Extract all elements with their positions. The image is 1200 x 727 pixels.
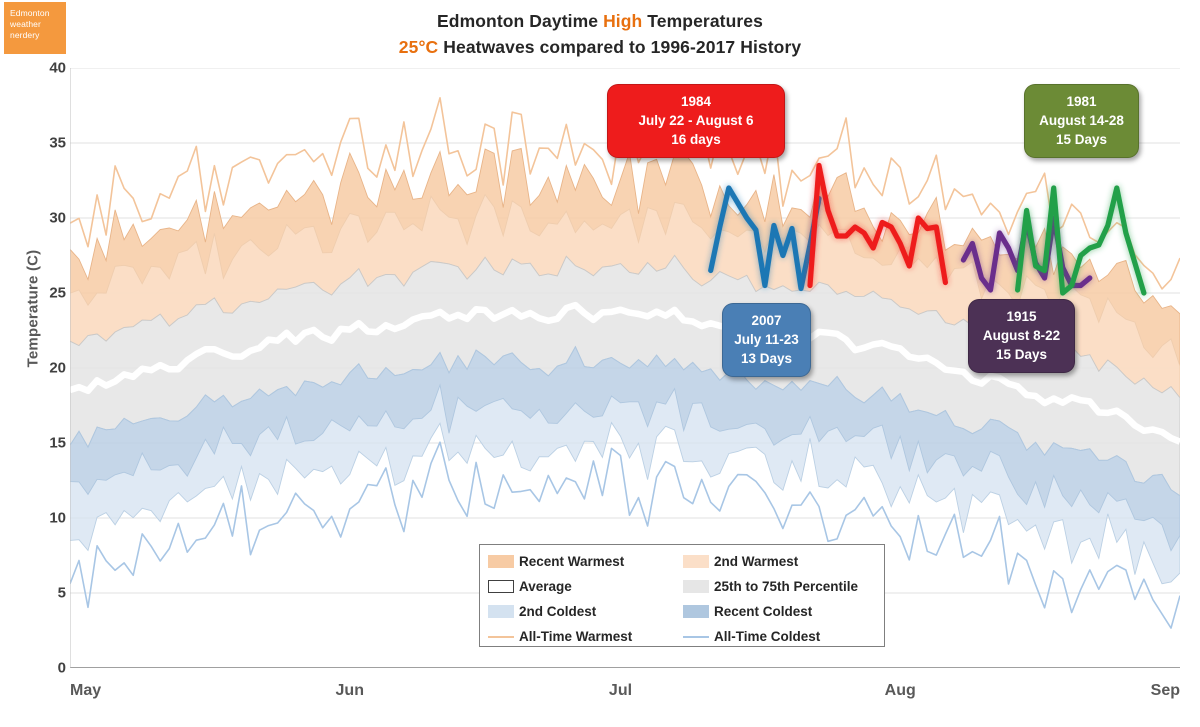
legend-label: 2nd Coldest [519, 604, 597, 619]
callout-2007-year: 2007 [751, 313, 782, 328]
title-highlight-high: High [603, 11, 643, 31]
line-all-time-coldest [70, 441, 1180, 629]
legend-item-average[interactable]: Average [488, 579, 683, 594]
chart-legend: Recent Warmest 2nd Warmest Average 25th to … [479, 544, 885, 647]
legend-label: All-Time Warmest [519, 629, 633, 644]
legend-swatch [683, 580, 709, 593]
legend-swatch [488, 605, 514, 618]
callout-2007[interactable]: 2007 July 11-23 13 Days [722, 303, 811, 377]
band-layers [70, 97, 1180, 629]
callout-1981-year: 1981 [1066, 94, 1097, 109]
legend-item-recent-coldest[interactable]: Recent Coldest [683, 604, 878, 619]
legend-item-all-time-warmest[interactable]: All-Time Warmest [488, 629, 683, 644]
legend-swatch [488, 555, 514, 568]
legend-line-swatch [683, 636, 709, 638]
callout-1915-days: 15 Days [995, 347, 1048, 362]
legend-swatch [488, 580, 514, 593]
logo-line-1: Edmonton [10, 8, 50, 18]
callout-1984[interactable]: 1984 July 22 - August 6 16 days [607, 84, 785, 158]
heatwave-series [708, 162, 1147, 296]
y-tick-10: 10 [49, 509, 66, 527]
callout-1984-days: 16 days [671, 132, 721, 147]
chart-title-line-2: 25°C Heatwaves compared to 1996-2017 His… [0, 34, 1200, 60]
callout-1915[interactable]: 1915 August 8-22 15 Days [968, 299, 1075, 373]
x-tick-may: May [70, 682, 102, 699]
legend-row: All-Time Warmest All-Time Coldest [488, 624, 878, 649]
legend-line-swatch [488, 636, 514, 638]
callout-1984-year: 1984 [680, 94, 712, 109]
chart-svg [70, 68, 1180, 668]
legend-row: Average 25th to 75th Percentile [488, 574, 878, 599]
legend-label: Average [519, 579, 572, 594]
chart-title-block: Edmonton Daytime High Temperatures 25°C … [0, 8, 1200, 60]
legend-label: 2nd Warmest [714, 554, 799, 569]
legend-swatch [488, 630, 514, 643]
legend-swatch [683, 605, 709, 618]
title-subpart: Heatwaves compared to 1996-2017 History [438, 37, 802, 57]
y-tick-0: 0 [57, 659, 66, 677]
legend-swatch [683, 555, 709, 568]
series-2007-heatwave [708, 185, 822, 292]
x-tick-sep: Sep [1150, 682, 1180, 699]
callout-1981[interactable]: 1981 August 14-28 15 Days [1024, 84, 1139, 158]
callout-1981-days: 15 Days [1055, 132, 1108, 147]
logo-line-3: nerdery [10, 30, 40, 40]
callout-2007-days: 13 Days [740, 351, 793, 366]
y-tick-25: 25 [49, 284, 66, 302]
plot-area [70, 68, 1180, 668]
legend-item-all-time-coldest[interactable]: All-Time Coldest [683, 629, 878, 644]
legend-item-2nd-coldest[interactable]: 2nd Coldest [488, 604, 683, 619]
title-part-b: Temperatures [642, 11, 763, 31]
legend-label: All-Time Coldest [714, 629, 821, 644]
x-tick-jun: Jun [335, 682, 364, 699]
x-tick-jul: Jul [608, 682, 633, 699]
y-tick-20: 20 [49, 359, 66, 377]
y-tick-40: 40 [49, 59, 66, 77]
y-tick-5: 5 [57, 584, 66, 602]
logo-line-2: weather [10, 19, 41, 29]
callout-1984-dates: July 22 - August 6 [638, 113, 754, 128]
series-1984-heatwave [807, 162, 948, 289]
legend-row: 2nd Coldest Recent Coldest [488, 599, 878, 624]
y-axis-ticks: 40 35 30 25 20 15 10 5 0 [0, 0, 66, 727]
legend-label: Recent Warmest [519, 554, 625, 569]
legend-item-25th-to-75th-percentile[interactable]: 25th to 75th Percentile [683, 579, 878, 594]
brand-logo: Edmonton weather nerdery [4, 2, 66, 54]
callout-1915-year: 1915 [1006, 309, 1037, 324]
y-tick-35: 35 [49, 134, 66, 152]
y-tick-15: 15 [49, 434, 66, 452]
callout-2007-dates: July 11-23 [734, 332, 799, 347]
legend-label: Recent Coldest [714, 604, 813, 619]
legend-swatch [683, 630, 709, 643]
band-recent-coldest [70, 345, 1180, 552]
legend-label: 25th to 75th Percentile [714, 579, 859, 594]
callout-1981-dates: August 14-28 [1039, 113, 1124, 128]
y-tick-30: 30 [49, 209, 66, 227]
chart-title-line-1: Edmonton Daytime High Temperatures [0, 8, 1200, 34]
title-highlight-temp: 25°C [398, 37, 439, 57]
legend-item-recent-warmest[interactable]: Recent Warmest [488, 554, 683, 569]
series-1981-heatwave [1015, 185, 1147, 296]
legend-row: Recent Warmest 2nd Warmest [488, 549, 878, 574]
legend-item-2nd-warmest[interactable]: 2nd Warmest [683, 554, 878, 569]
callout-1915-dates: August 8-22 [982, 328, 1061, 343]
line-average [70, 301, 1180, 445]
title-part-a: Edmonton Daytime [437, 11, 604, 31]
x-tick-aug: Aug [884, 682, 916, 699]
